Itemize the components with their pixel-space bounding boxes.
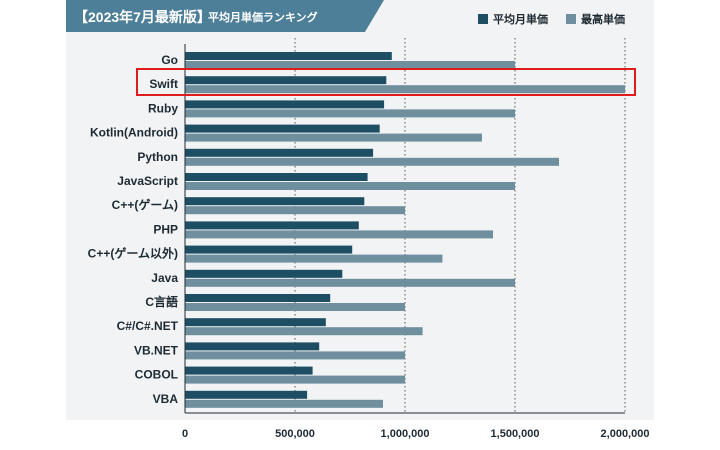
- bar-max-5: [185, 182, 515, 190]
- bar-max-14: [185, 399, 383, 408]
- bar-max-10: [185, 303, 405, 311]
- legend-label-avg: 平均月単価: [493, 14, 548, 26]
- x-tick-label: 500,000: [275, 428, 315, 440]
- category-label: PHP: [153, 222, 178, 236]
- category-label: COBOL: [135, 368, 178, 382]
- bar-max-12: [185, 351, 405, 360]
- bar-avg-12: [185, 342, 320, 351]
- header-banner: [66, 0, 384, 32]
- legend-item-avg: 平均月単価: [478, 11, 548, 27]
- category-label: Ruby: [148, 101, 178, 115]
- bar-avg-1: [185, 76, 387, 85]
- bar-avg-6: [185, 197, 365, 206]
- bar-avg-5: [185, 173, 368, 181]
- legend-swatch-max: [566, 14, 576, 24]
- category-label: C++(ゲーム): [112, 197, 178, 212]
- x-tick-label: 1,000,000: [381, 428, 430, 440]
- category-label: VBA: [153, 392, 179, 406]
- bar-avg-7: [185, 221, 359, 230]
- bar-avg-8: [185, 245, 353, 254]
- category-label: Go: [161, 53, 178, 67]
- category-label: JavaScript: [117, 174, 178, 188]
- bar-max-2: [185, 109, 515, 118]
- x-tick-label: 2,000,000: [601, 428, 650, 440]
- category-label: C++(ゲーム以外): [88, 246, 178, 261]
- bar-max-4: [185, 157, 559, 166]
- chart-title: 【2023年7月最新版】: [74, 9, 211, 25]
- x-tick-label: 1,500,000: [491, 428, 540, 440]
- bar-avg-3: [185, 124, 380, 133]
- bar-avg-11: [185, 318, 326, 327]
- bar-avg-13: [185, 366, 313, 375]
- legend-item-max: 最高単価: [566, 11, 625, 27]
- bar-avg-0: [185, 52, 392, 60]
- legend-swatch-avg: [478, 14, 488, 24]
- bar-max-7: [185, 230, 493, 239]
- bar-avg-4: [185, 148, 374, 157]
- x-tick-label: 0: [182, 428, 188, 440]
- bar-avg-9: [185, 269, 343, 278]
- category-label: Kotlin(Android): [90, 126, 178, 140]
- bar-avg-10: [185, 294, 331, 302]
- bar-avg-14: [185, 390, 308, 399]
- bar-avg-2: [185, 100, 385, 109]
- bar-max-6: [185, 206, 405, 215]
- legend-label-max: 最高単価: [581, 14, 625, 26]
- bar-max-0: [185, 61, 515, 69]
- bar-max-9: [185, 278, 515, 287]
- bar-max-1: [185, 85, 625, 94]
- swift-highlight-box: [136, 68, 636, 96]
- category-label: Swift: [149, 77, 178, 91]
- bar-max-3: [185, 133, 482, 142]
- bar-max-11: [185, 327, 423, 336]
- bar-max-13: [185, 375, 405, 384]
- bar-max-8: [185, 254, 443, 263]
- category-label: C言語: [145, 294, 178, 309]
- category-label: VB.NET: [134, 343, 179, 357]
- chart-subtitle: 平均月単価ランキング: [208, 12, 318, 24]
- category-label: C#/C#.NET: [117, 319, 179, 333]
- category-label: Java: [151, 271, 178, 285]
- category-label: Python: [137, 150, 178, 164]
